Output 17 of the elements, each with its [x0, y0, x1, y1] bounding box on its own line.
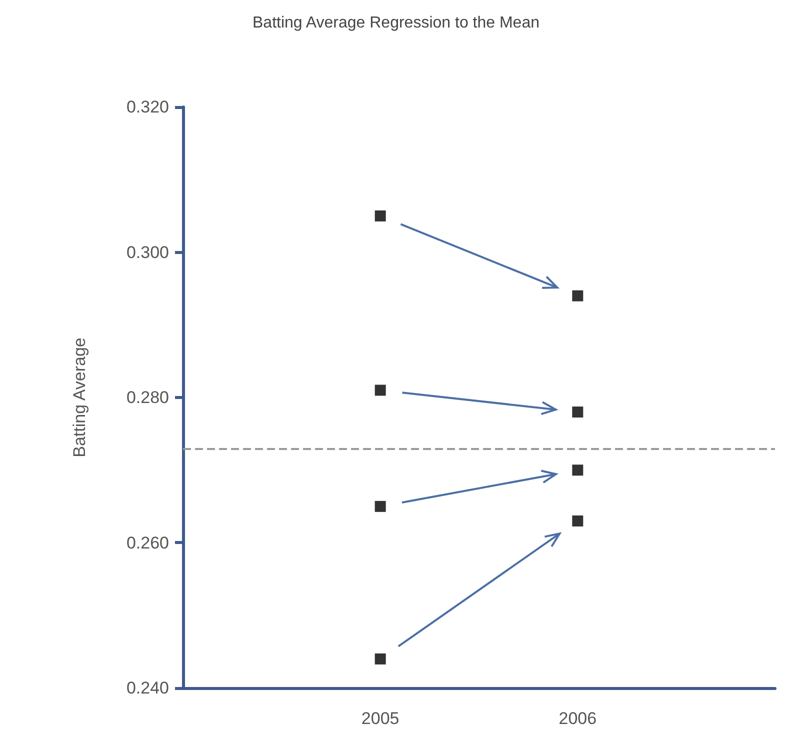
x-tick-label: 2005: [361, 709, 400, 728]
point: [374, 653, 386, 664]
y-tick-label: 0.300: [126, 242, 169, 262]
point: [572, 290, 584, 302]
point: [572, 406, 584, 418]
y-tick-label: 0.320: [126, 98, 169, 116]
y-axis-title: Batting Average: [70, 338, 89, 458]
chart-title: Batting Average Regression to the Mean: [252, 14, 540, 32]
y-tick-label: 0.280: [126, 388, 169, 407]
point: [572, 464, 584, 476]
point: [374, 500, 386, 512]
point: [374, 210, 386, 222]
point: [572, 515, 584, 526]
y-tick-label: 0.240: [126, 678, 169, 698]
point: [374, 384, 386, 396]
x-tick-label: 2006: [558, 709, 597, 728]
y-tick-label: 0.260: [126, 533, 169, 552]
